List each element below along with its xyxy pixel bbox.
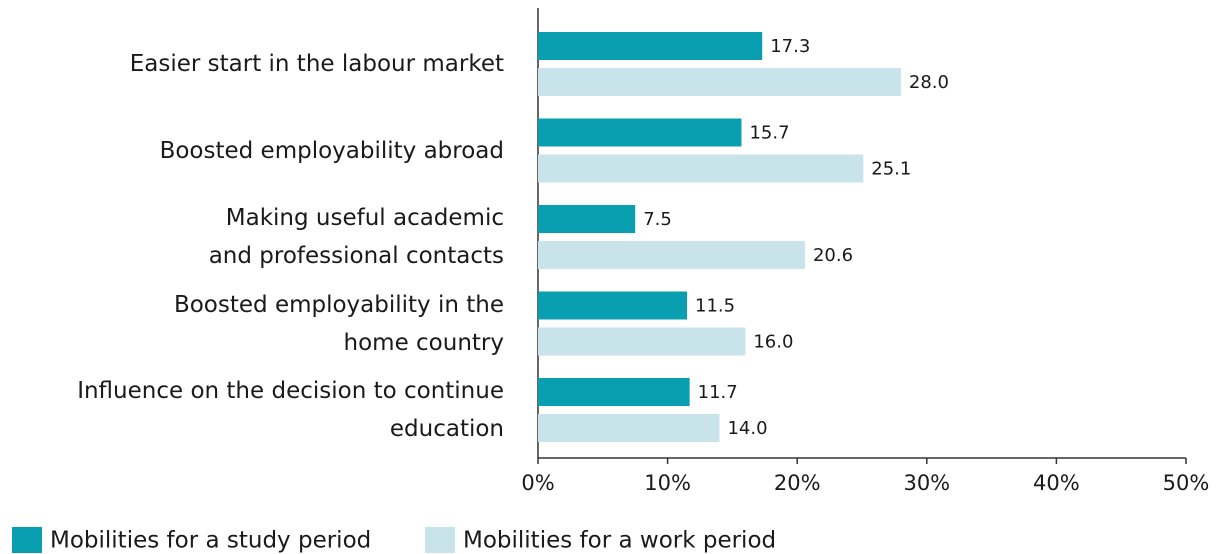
x-tick-label: 10%	[644, 471, 691, 495]
x-tick-label: 40%	[1033, 471, 1080, 495]
x-tick-label: 0%	[521, 471, 554, 495]
value-label: 11.7	[698, 382, 738, 403]
value-label: 20.6	[813, 245, 853, 266]
bar	[538, 32, 763, 60]
value-label: 28.0	[909, 72, 949, 93]
legend-label: Mobilities for a study period	[50, 528, 371, 554]
bar	[538, 327, 746, 356]
x-tick-label: 30%	[903, 471, 950, 495]
legend-swatch	[425, 527, 455, 553]
category-label: Influence on the decision to continue ed…	[77, 378, 504, 442]
x-tick-label: 20%	[774, 471, 821, 495]
value-label: 14.0	[727, 418, 767, 439]
value-label: 25.1	[871, 159, 911, 180]
bar	[538, 118, 742, 147]
category-label: Boosted employability abroad	[159, 137, 504, 164]
bar	[538, 154, 864, 183]
bar	[538, 68, 901, 96]
value-label: 17.3	[770, 36, 810, 57]
bar	[538, 378, 690, 406]
category-label: Boosted employability in the home countr…	[173, 291, 504, 356]
category-label: Making useful academic and professional …	[208, 205, 504, 269]
bar	[538, 291, 688, 320]
value-label: 7.5	[643, 209, 672, 230]
legend-swatch	[12, 527, 42, 553]
bar	[538, 205, 636, 233]
category-label: Easier start in the labour market	[129, 51, 504, 77]
legend-label: Mobilities for a work period	[463, 528, 776, 554]
bar	[538, 414, 720, 442]
x-tick-label: 50%	[1163, 471, 1210, 495]
value-label: 11.5	[695, 296, 735, 317]
value-label: 16.0	[753, 332, 793, 353]
value-label: 15.7	[749, 123, 789, 144]
bar	[538, 241, 805, 269]
